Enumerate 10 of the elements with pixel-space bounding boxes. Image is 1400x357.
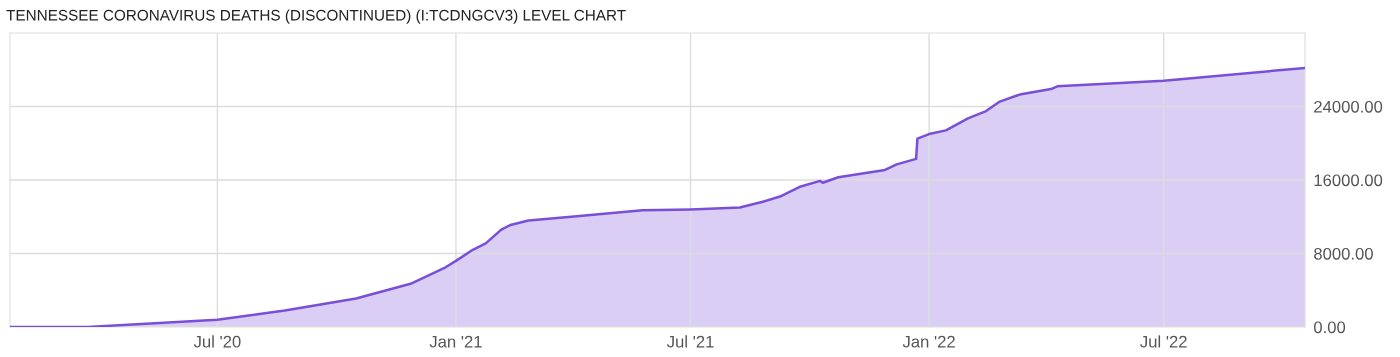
y-tick-label: 8000.00 [1314, 247, 1373, 260]
x-tick-label: Jul '21 [666, 335, 714, 348]
x-tick-label: Jan '21 [429, 335, 482, 348]
x-tick-label: Jul '22 [1140, 335, 1187, 348]
x-tick-label: Jan '22 [902, 335, 955, 348]
y-tick-label: 24000.00 [1314, 100, 1383, 113]
chart-title: TENNESSEE CORONAVIRUS DEATHS (DISCONTINUED) (I:TCDNGCV3) LEVEL CHART [6, 9, 626, 24]
x-tick-label: Jul '20 [193, 335, 241, 348]
y-tick-label: 16000.00 [1314, 174, 1383, 187]
y-tick-label: 0.00 [1313, 321, 1346, 334]
